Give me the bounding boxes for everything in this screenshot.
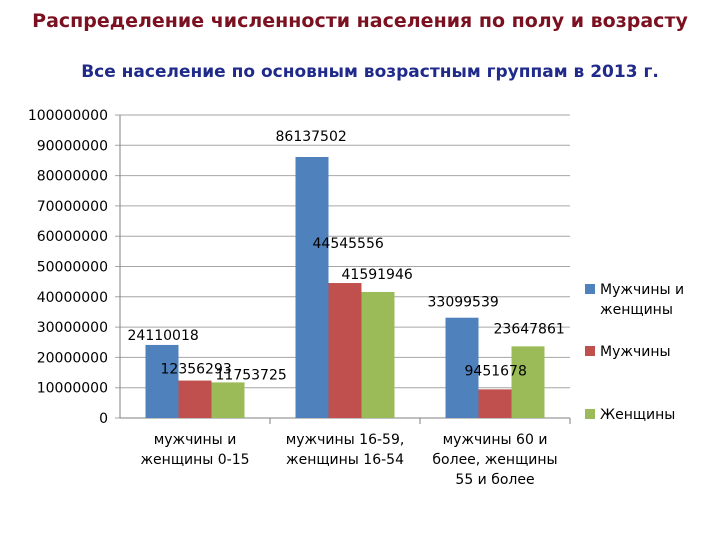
bar — [211, 382, 245, 418]
bar — [445, 317, 479, 418]
data-label: 23647861 — [494, 321, 565, 337]
legend-swatch — [585, 346, 595, 356]
data-label: 11753725 — [216, 367, 287, 383]
y-tick-label: 80000000 — [37, 169, 108, 185]
data-label: 24110018 — [128, 328, 199, 344]
legend: Мужчины и женщины Мужчины Женщины — [585, 282, 684, 423]
x-axis-categories: мужчины и женщины 0-15 мужчины 16-59, женщи… — [140, 432, 557, 488]
x-category-label: женщины 0-15 — [140, 452, 249, 468]
bar — [328, 283, 362, 418]
legend-swatch — [585, 284, 595, 294]
data-label: 33099539 — [428, 295, 499, 311]
y-tick-label: 20000000 — [37, 350, 108, 366]
y-tick-label: 10000000 — [37, 381, 108, 397]
data-label: 86137502 — [276, 129, 347, 145]
y-tick-label: 60000000 — [37, 229, 108, 245]
bar — [145, 344, 179, 418]
y-tick-label: 90000000 — [37, 138, 108, 154]
x-category-label: мужчины и — [154, 432, 237, 448]
x-category-label: мужчины 16-59, — [286, 432, 405, 448]
bar — [478, 389, 512, 418]
y-tick-label: 50000000 — [37, 260, 108, 276]
y-tick-label: 30000000 — [37, 320, 108, 336]
chart-title: Все население по основным возрастным гру… — [81, 62, 659, 82]
y-axis: 0 10000000 20000000 30000000 40000000 5000000… — [28, 108, 571, 427]
data-label: 41591946 — [342, 267, 413, 283]
y-tick-label: 70000000 — [37, 199, 108, 215]
legend-label: Мужчины и — [600, 282, 684, 298]
page-title: Распределение численности населения по п… — [32, 10, 688, 32]
legend-label: женщины — [600, 302, 673, 318]
legend-label: Женщины — [600, 407, 675, 423]
x-category-label: мужчины 60 и — [443, 432, 548, 448]
x-category-label: женщины 16-54 — [286, 452, 404, 468]
data-label: 12356293 — [161, 362, 232, 378]
x-category-label: 55 и более — [455, 472, 534, 488]
y-tick-label: 0 — [99, 411, 108, 427]
data-label: 9451678 — [465, 363, 527, 379]
bar — [511, 346, 545, 418]
bars — [145, 157, 545, 419]
x-category-label: более, женщины — [432, 452, 557, 468]
data-label: 44545556 — [313, 236, 384, 252]
bar — [178, 380, 212, 418]
legend-label: Мужчины — [600, 344, 671, 360]
y-tick-label: 40000000 — [37, 290, 108, 306]
bar — [295, 157, 329, 419]
y-tick-label: 100000000 — [28, 108, 108, 124]
bar — [361, 291, 395, 418]
legend-swatch — [585, 409, 595, 419]
